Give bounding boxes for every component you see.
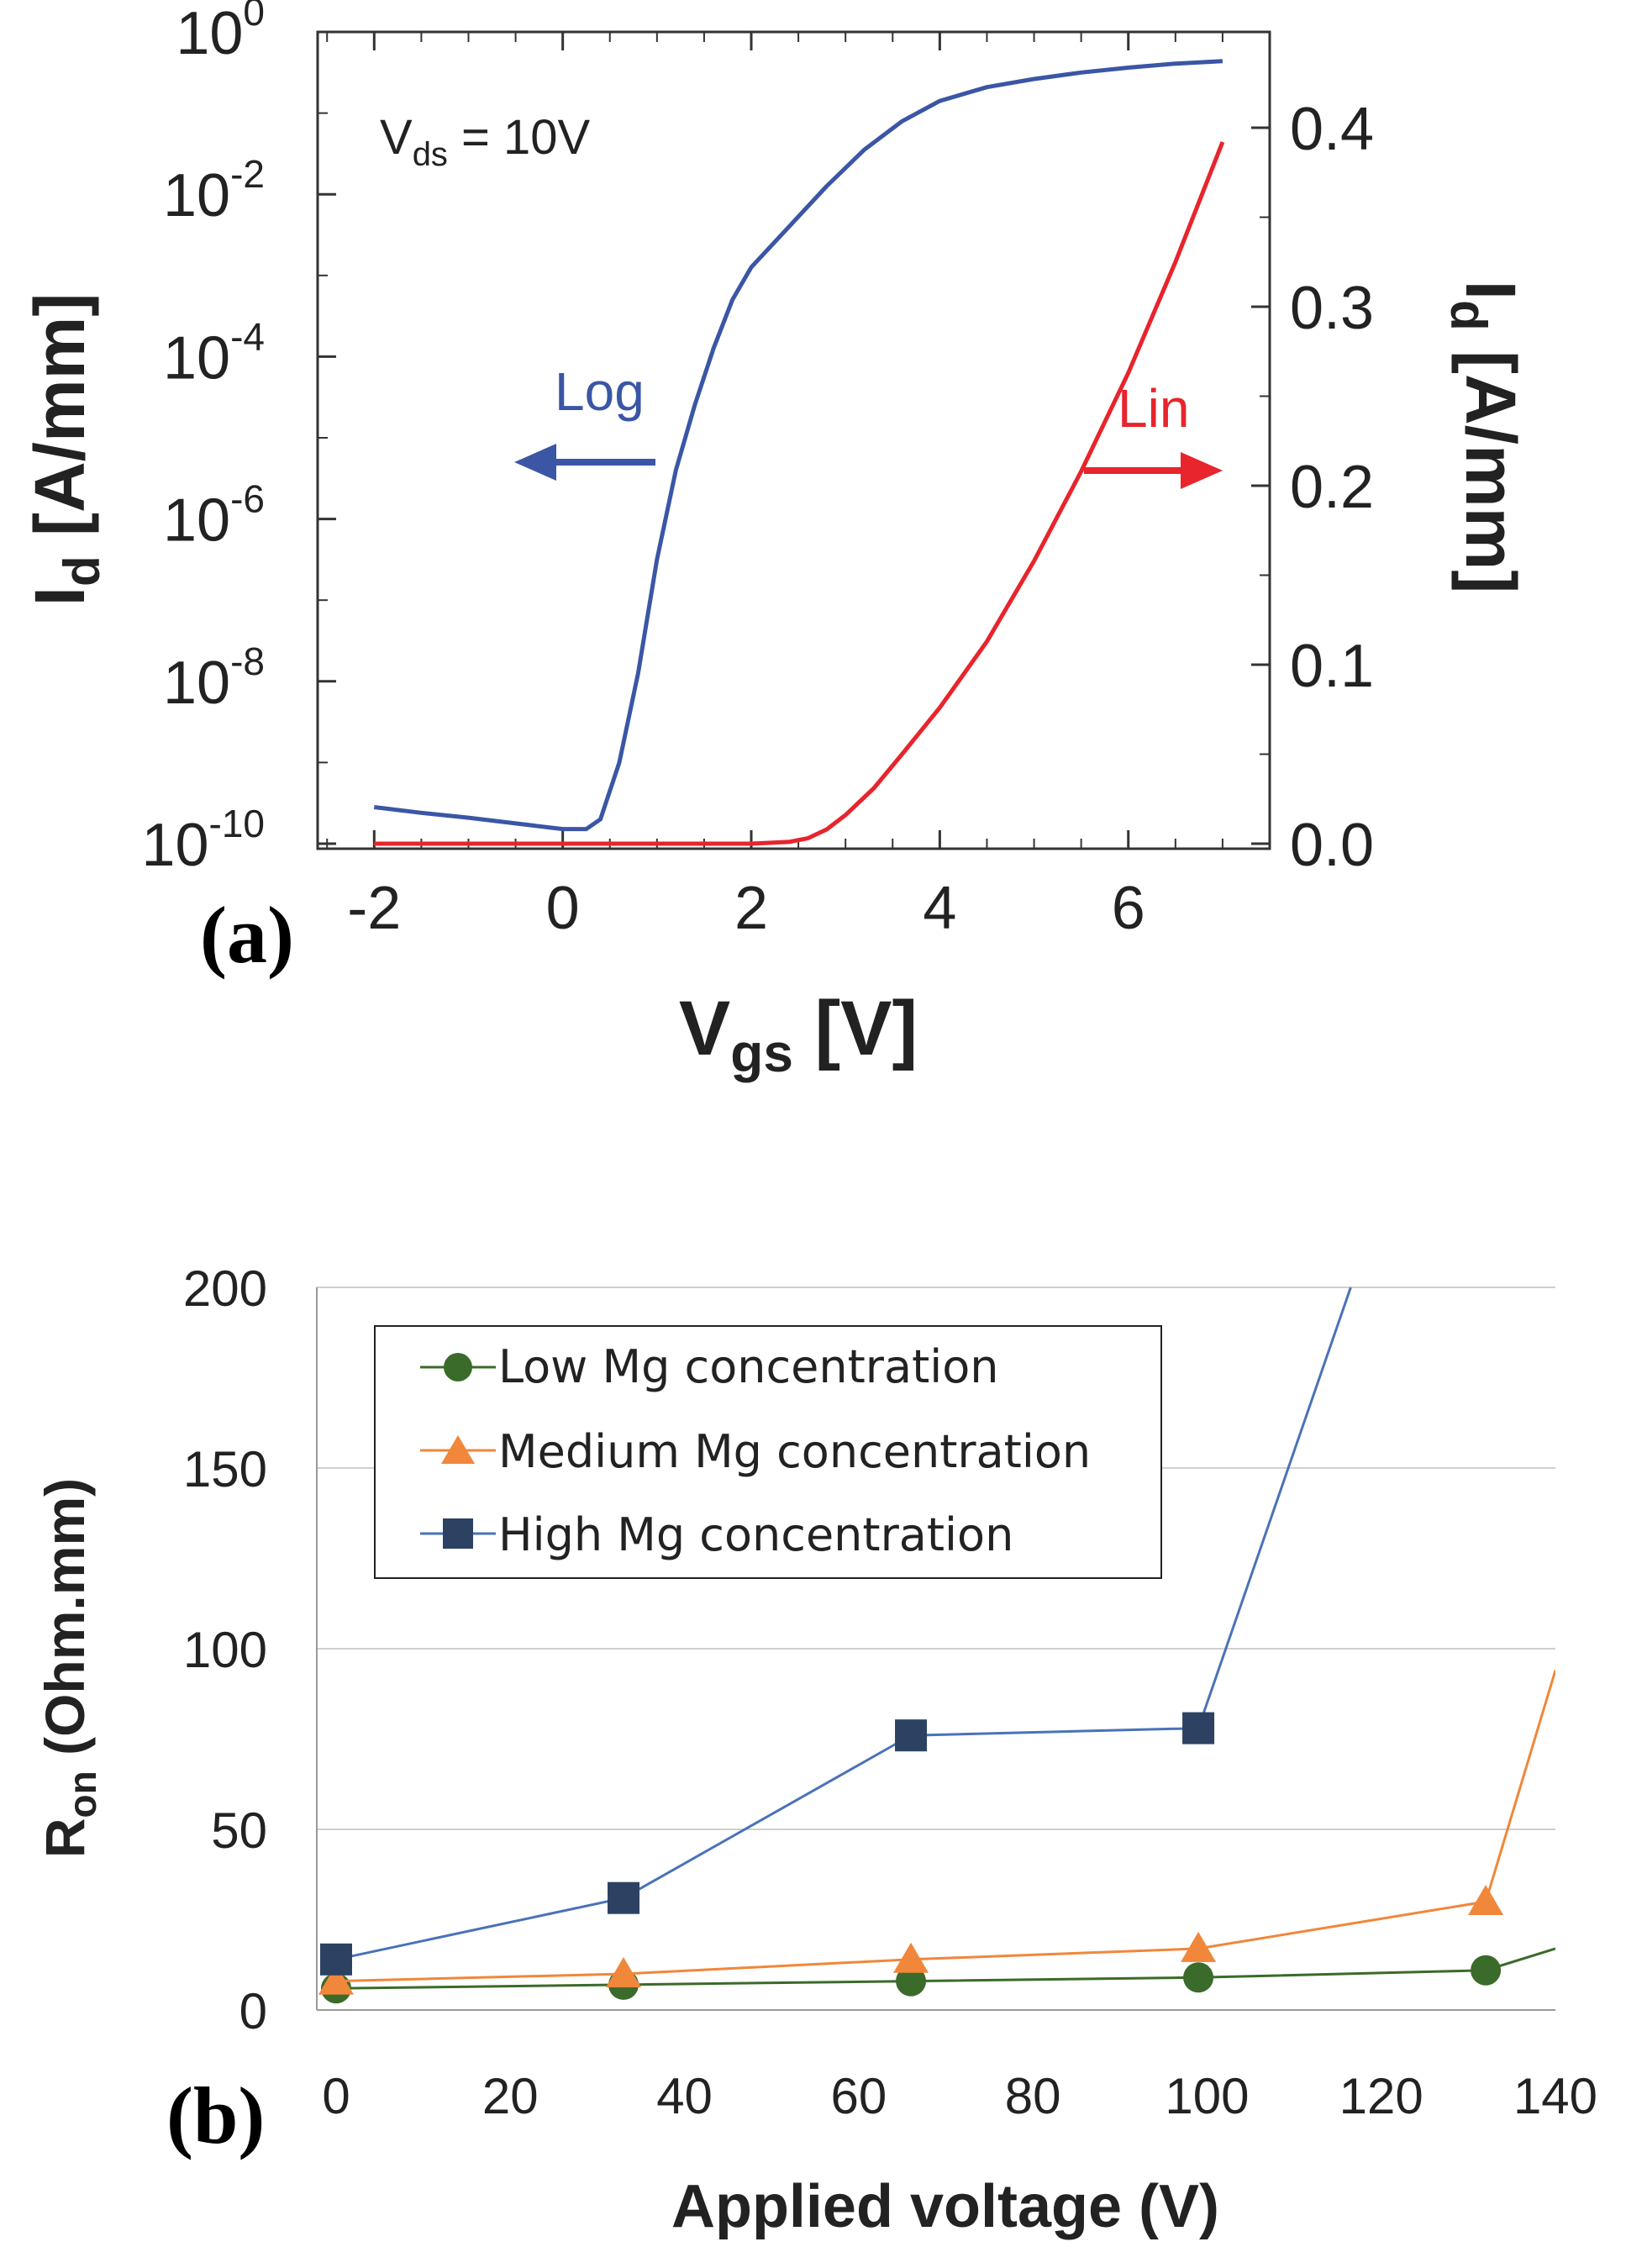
panel-a-ylabel-right: Id [A/mm] — [1440, 281, 1530, 594]
a-ytick-right-label: 0.4 — [1290, 96, 1374, 163]
panel-b-xlabel: Applied voltage (V) — [671, 2173, 1219, 2240]
a-ytick-left-label: 10-4 — [163, 314, 265, 392]
b-xtick-label: 60 — [830, 2068, 887, 2124]
b-xtick-label: 80 — [1005, 2068, 1061, 2124]
b-xtick-label: 140 — [1513, 2068, 1597, 2124]
b-point-medium-mg — [893, 1942, 929, 1973]
b-point-high-mg — [1182, 1712, 1215, 1744]
panel-b-ylabel: Ron (Ohm.mm) — [34, 1478, 104, 1858]
a-ytick-right-label: 0.3 — [1290, 275, 1374, 342]
b-ytick-label: 200 — [183, 1260, 267, 1317]
b-ytick-label: 150 — [183, 1441, 267, 1497]
b-series-low-mg-line — [335, 1947, 1555, 1990]
legend-item-high-mg: High Mg concentration — [420, 1508, 1013, 1561]
lin-arrow-label: Lin — [1118, 378, 1189, 439]
a-xtick-label: 4 — [923, 875, 956, 942]
b-point-low-mg — [1471, 1955, 1502, 1986]
a-xtick-label: 2 — [734, 875, 768, 942]
b-point-high-mg — [895, 1719, 928, 1752]
b-ytick-label: 100 — [183, 1622, 267, 1678]
a-xtick-label: -2 — [347, 875, 401, 942]
b-ytick-label: 0 — [239, 1983, 267, 2039]
a-ytick-left-label: 10-6 — [163, 477, 265, 555]
b-xtick-label: 40 — [656, 2068, 713, 2124]
log-arrow-head — [514, 444, 556, 481]
legend-item-low-mg: Low Mg concentration — [420, 1340, 999, 1393]
a-ytick-right-label: 0.2 — [1290, 454, 1374, 521]
panel-a-ticks: -2 0 2 4 6 100 10-2 10-4 10-6 10-8 10-10 0.4 0.3 0.2 0… — [141, 0, 1374, 942]
a-series-lin-line — [374, 141, 1225, 846]
b-point-medium-mg — [1468, 1885, 1504, 1915]
panel-a-annotation: Vds = 10V — [380, 110, 591, 173]
a-ytick-left-label: 10-2 — [163, 152, 265, 229]
log-arrow-label: Log — [555, 361, 645, 422]
a-ytick-right-label: 0.0 — [1290, 812, 1374, 879]
legend-label-low-mg: Low Mg concentration — [498, 1340, 999, 1393]
legend-marker-circle — [444, 1353, 472, 1381]
legend-box — [374, 1325, 1162, 1579]
a-series-log-line — [373, 59, 1223, 832]
a-xtick-label: 0 — [546, 875, 580, 942]
panel-b-ticks: 0 20 40 60 80 100 120 140 0 50 100 150 200 — [183, 1260, 1597, 2124]
b-xtick-label: 0 — [322, 2068, 350, 2124]
b-point-low-mg — [1183, 1962, 1214, 1993]
b-point-low-mg — [896, 1965, 927, 1997]
a-ytick-left-label: 100 — [176, 0, 265, 67]
panel-a-xlabel: Vgs [V] — [679, 986, 918, 1083]
panel-a-ylabel-left: Id [A/mm] — [20, 293, 110, 607]
panel-b-legend: Low Mg concentration Medium Mg concentra… — [374, 1325, 1162, 1579]
panel-a-series — [373, 59, 1225, 846]
b-ytick-label: 50 — [211, 1802, 267, 1859]
lin-arrow-head — [1181, 452, 1223, 489]
legend-marker-square — [443, 1518, 473, 1549]
panel-a: -2 0 2 4 6 100 10-2 10-4 10-6 10-8 10-10 0.4 0.3 0.2 0… — [20, 0, 1530, 1083]
panel-b: 0 20 40 60 80 100 120 140 0 50 100 150 200 Low Mg co… — [34, 1260, 1597, 2240]
log-arrow-annotation: Log — [514, 361, 655, 481]
b-xtick-label: 120 — [1339, 2068, 1423, 2124]
b-point-medium-mg — [318, 1964, 354, 1995]
a-xtick-label: 6 — [1112, 875, 1145, 942]
a-ytick-left-label: 10-8 — [163, 639, 265, 717]
b-series-medium-mg-line — [335, 1670, 1555, 1983]
legend-marker-triangle — [441, 1435, 475, 1464]
a-ytick-left-label: 10-10 — [141, 802, 265, 879]
panel-a-plot-frame — [316, 30, 1271, 850]
lin-arrow-annotation: Lin — [1084, 378, 1223, 489]
b-point-medium-mg — [1181, 1931, 1217, 1962]
panel-a-label: (a) — [200, 890, 294, 980]
legend-label-high-mg: High Mg concentration — [498, 1508, 1013, 1561]
b-point-high-mg — [608, 1881, 640, 1914]
b-xtick-label: 20 — [482, 2068, 539, 2124]
legend-label-medium-mg: Medium Mg concentration — [498, 1425, 1091, 1478]
a-ytick-right-label: 0.1 — [1290, 633, 1374, 700]
panel-b-label: (b) — [166, 2071, 265, 2160]
b-point-high-mg — [320, 1943, 352, 1976]
panel-b-series — [318, 1287, 1555, 2004]
b-point-medium-mg — [606, 1957, 642, 1987]
legend-item-medium-mg: Medium Mg concentration — [420, 1425, 1091, 1478]
b-xtick-label: 100 — [1165, 2068, 1249, 2124]
